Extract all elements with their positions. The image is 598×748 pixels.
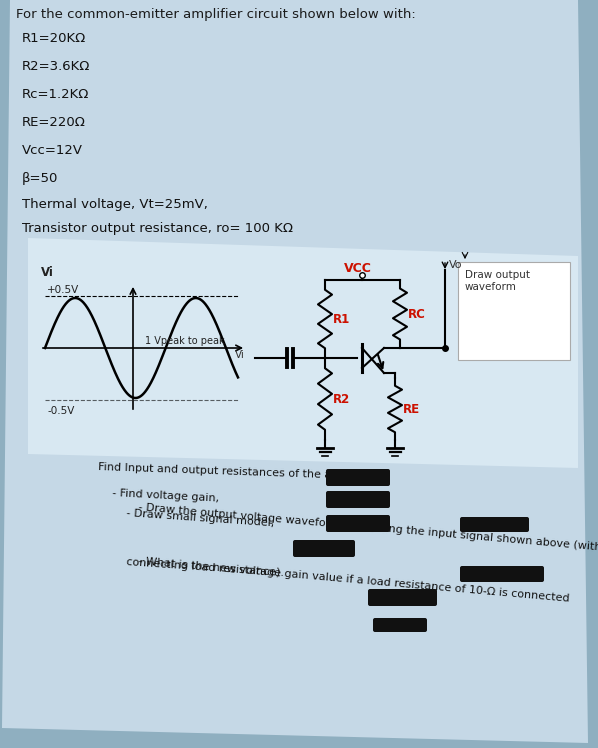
Text: Vi: Vi — [41, 266, 54, 279]
Text: For the common-emitter amplifier circuit shown below with:: For the common-emitter amplifier circuit… — [16, 8, 416, 21]
Text: Thermal voltage, Vt=25mV,: Thermal voltage, Vt=25mV, — [22, 198, 208, 211]
Text: Vo: Vo — [449, 260, 462, 270]
Text: Transistor output resistance, ro= 100 KΩ: Transistor output resistance, ro= 100 KΩ — [22, 222, 293, 235]
Text: VCC: VCC — [344, 262, 372, 275]
Polygon shape — [28, 238, 578, 468]
Text: Vcc=12V: Vcc=12V — [22, 144, 83, 157]
FancyBboxPatch shape — [326, 469, 390, 486]
FancyBboxPatch shape — [326, 515, 390, 532]
FancyBboxPatch shape — [458, 262, 570, 360]
Text: R2=3.6KΩ: R2=3.6KΩ — [22, 60, 90, 73]
Text: RE: RE — [403, 402, 420, 415]
Text: RC: RC — [408, 307, 426, 320]
Text: R2: R2 — [333, 393, 350, 405]
Text: R1=20KΩ: R1=20KΩ — [22, 32, 86, 45]
FancyBboxPatch shape — [460, 566, 544, 582]
FancyBboxPatch shape — [326, 491, 390, 508]
Text: Rc=1.2KΩ: Rc=1.2KΩ — [22, 88, 89, 101]
Text: 1 Vpeak to peak: 1 Vpeak to peak — [145, 336, 225, 346]
Text: connecting load resistance).: connecting load resistance). — [126, 557, 284, 578]
Text: Vi: Vi — [235, 350, 245, 360]
Text: Find Input and output resistances of the amplifier,: Find Input and output resistances of the… — [98, 462, 378, 482]
FancyBboxPatch shape — [373, 618, 427, 632]
Text: - Draw the output voltage waveform respecting the input signal shown above (with: - Draw the output voltage waveform respe… — [138, 502, 598, 554]
Text: β=50: β=50 — [22, 172, 59, 185]
Text: - Find voltage gain,: - Find voltage gain, — [112, 488, 219, 504]
FancyBboxPatch shape — [460, 517, 529, 532]
FancyBboxPatch shape — [368, 589, 437, 606]
Text: +0.5V: +0.5V — [47, 285, 80, 295]
Text: - What is the new voltage gain value if a load resistance of 10-Ω is connected: - What is the new voltage gain value if … — [138, 557, 570, 604]
FancyBboxPatch shape — [293, 540, 355, 557]
Text: - Draw small signal model,: - Draw small signal model, — [126, 508, 274, 528]
Text: RE=220Ω: RE=220Ω — [22, 116, 86, 129]
Text: Draw output
waveform: Draw output waveform — [465, 270, 530, 292]
Text: R1: R1 — [333, 313, 350, 325]
Text: -0.5V: -0.5V — [47, 406, 74, 416]
Polygon shape — [2, 0, 588, 743]
